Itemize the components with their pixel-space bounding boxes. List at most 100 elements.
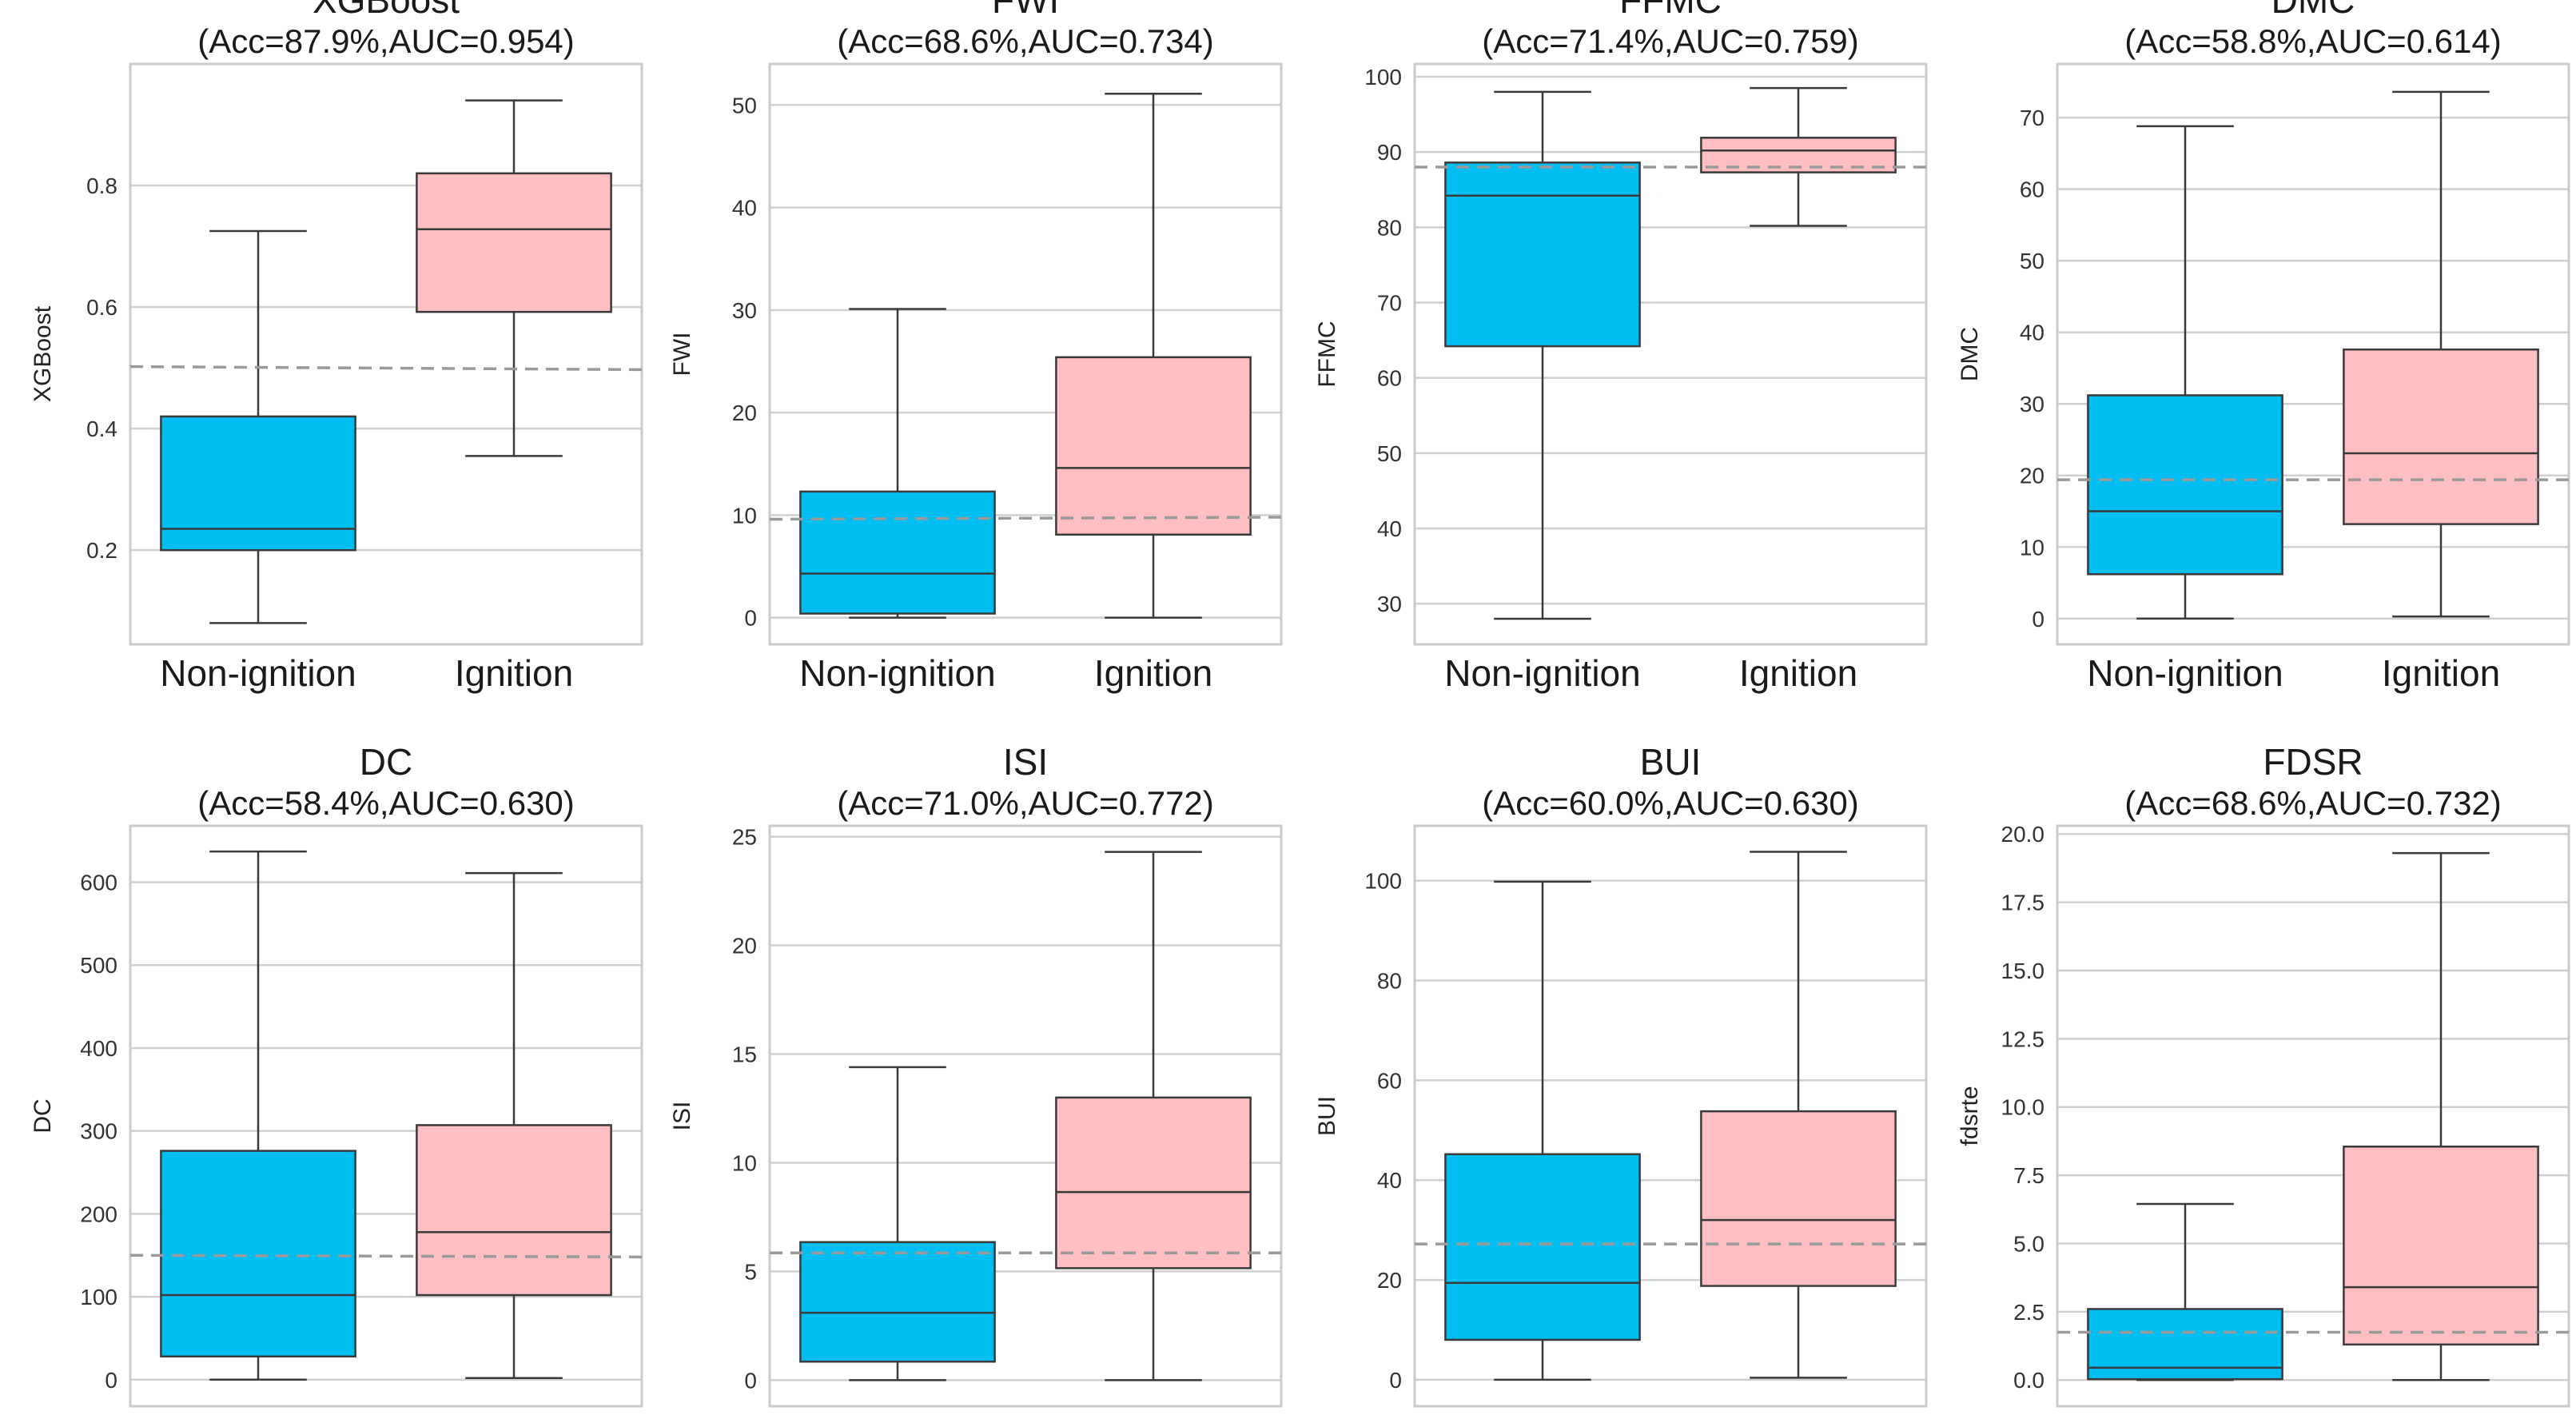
- y-tick-label: 400: [80, 1036, 117, 1061]
- box-non-ignition: [160, 229, 356, 624]
- box-non-ignition: [2087, 125, 2283, 620]
- iqr-box: [2343, 1145, 2539, 1346]
- box-ignition: [1700, 86, 1897, 227]
- chart-title: FWI: [992, 0, 1059, 21]
- y-tick-label: 50: [2020, 249, 2044, 273]
- y-tick-label: 30: [1377, 592, 1402, 616]
- chart-subtitle: (Acc=71.0%,AUC=0.772): [837, 784, 1214, 822]
- box-ignition: [2343, 90, 2539, 618]
- y-tick-label: 0.8: [86, 173, 117, 198]
- y-tick-label: 0: [744, 1368, 757, 1393]
- subplot-ffmc: 30 40 50 60 70 80 90 100 Non-ignition Ignition FFM…: [1314, 0, 1928, 694]
- box-non-ignition: [799, 1066, 996, 1381]
- chart-subtitle: (Acc=60.0%,AUC=0.630): [1482, 784, 1859, 822]
- plot-frame: [1413, 62, 1928, 646]
- y-tick-label: 60: [2020, 177, 2044, 202]
- y-axis-label: XGBoost: [30, 305, 56, 402]
- chart-subtitle: (Acc=58.4%,AUC=0.630): [197, 784, 575, 822]
- y-tick-label: 10: [732, 503, 757, 528]
- y-tick-label: 30: [2020, 392, 2044, 417]
- y-tick-label: 0.2: [86, 538, 117, 563]
- y-tick-label: 10.0: [2001, 1095, 2045, 1120]
- subplot-dc: 0 100 200 300 400 500 600 Non-ignition Ignition D…: [30, 741, 643, 1419]
- y-tick-label: 0.0: [2013, 1368, 2044, 1393]
- threshold-line: [129, 1254, 643, 1259]
- threshold-line: [769, 516, 1282, 521]
- y-axis-label: fdsrte: [1957, 1086, 1983, 1146]
- iqr-box: [160, 1150, 356, 1358]
- y-axis-label: DMC: [1957, 327, 1983, 381]
- x-tick-label: Ignition: [455, 1414, 573, 1419]
- y-tick-label: 40: [1377, 516, 1402, 541]
- y-tick-label: 15: [732, 1042, 757, 1067]
- y-tick-label: 10: [2020, 535, 2044, 560]
- y-tick-label: 5: [744, 1259, 757, 1284]
- x-tick-label: Ignition: [1094, 652, 1212, 694]
- y-tick-label: 0: [1389, 1368, 1402, 1393]
- y-axis-label: BUI: [1314, 1096, 1340, 1136]
- y-tick-label: 7.5: [2013, 1163, 2044, 1188]
- chart-subtitle: (Acc=87.9%,AUC=0.954): [197, 22, 575, 60]
- chart-subtitle: (Acc=58.8%,AUC=0.614): [2124, 22, 2502, 60]
- box-non-ignition: [1444, 90, 1641, 620]
- box-ignition: [416, 99, 612, 457]
- box-ignition: [2343, 851, 2539, 1381]
- y-tick-label: 20: [2020, 464, 2044, 488]
- x-tick-label: Non-ignition: [160, 1414, 356, 1419]
- y-tick-label: 80: [1377, 215, 1402, 240]
- x-tick-label: Non-ignition: [2087, 1414, 2283, 1419]
- y-tick-label: 20: [732, 934, 757, 959]
- iqr-box: [2343, 348, 2539, 525]
- box-ignition: [1055, 92, 1252, 619]
- plot-frame: [768, 62, 1283, 646]
- iqr-box: [1444, 1153, 1641, 1341]
- x-tick-label: Non-ignition: [2087, 652, 2283, 694]
- x-tick-label: Non-ignition: [1444, 1414, 1640, 1419]
- x-tick-label: Ignition: [1739, 652, 1857, 694]
- chart-title: DMC: [2271, 0, 2355, 21]
- plot-frame: [2056, 824, 2570, 1408]
- y-tick-label: 25: [732, 825, 757, 850]
- y-tick-label: 0.4: [86, 417, 117, 441]
- plot-frame: [1413, 824, 1928, 1408]
- iqr-box: [160, 415, 356, 552]
- chart-title: FFMC: [1619, 0, 1722, 21]
- y-tick-label: 0: [2032, 607, 2044, 632]
- y-tick-label: 40: [1377, 1168, 1402, 1193]
- y-tick-label: 0: [744, 606, 757, 631]
- iqr-box: [416, 172, 612, 313]
- x-tick-label: Non-ignition: [1444, 652, 1640, 694]
- x-tick-label: Ignition: [2382, 652, 2500, 694]
- x-tick-label: Ignition: [1094, 1414, 1212, 1419]
- y-tick-label: 60: [1377, 1068, 1402, 1093]
- y-tick-label: 17.5: [2001, 891, 2045, 915]
- y-tick-label: 100: [1364, 869, 1402, 894]
- y-axis-label: FWI: [669, 333, 695, 377]
- threshold-line: [129, 365, 643, 372]
- y-tick-label: 12.5: [2001, 1026, 2045, 1051]
- subplot-fdsr: 0.0 2.5 5.0 7.5 10.0 12.5 15.0 17.5 20.0 Non-igni…: [1957, 741, 2570, 1419]
- y-tick-label: 0.6: [86, 295, 117, 320]
- y-tick-label: 2.5: [2013, 1300, 2044, 1325]
- y-axis-label: FFMC: [1314, 321, 1340, 387]
- y-tick-label: 100: [80, 1285, 117, 1309]
- chart-title: XGBoost: [313, 0, 460, 21]
- y-tick-label: 50: [1377, 441, 1402, 466]
- y-tick-label: 70: [2020, 106, 2044, 130]
- x-tick-label: Ignition: [455, 652, 573, 694]
- chart-title: BUI: [1640, 741, 1702, 783]
- chart-title: DC: [360, 741, 412, 783]
- y-tick-label: 40: [2020, 321, 2044, 345]
- y-tick-label: 70: [1377, 290, 1402, 315]
- plot-frame: [129, 62, 643, 646]
- y-tick-label: 20: [732, 401, 757, 425]
- x-tick-label: Non-ignition: [160, 652, 356, 694]
- iqr-box: [799, 490, 996, 615]
- box-ignition: [1700, 851, 1897, 1379]
- box-ignition: [1055, 851, 1252, 1381]
- y-tick-label: 90: [1377, 140, 1402, 165]
